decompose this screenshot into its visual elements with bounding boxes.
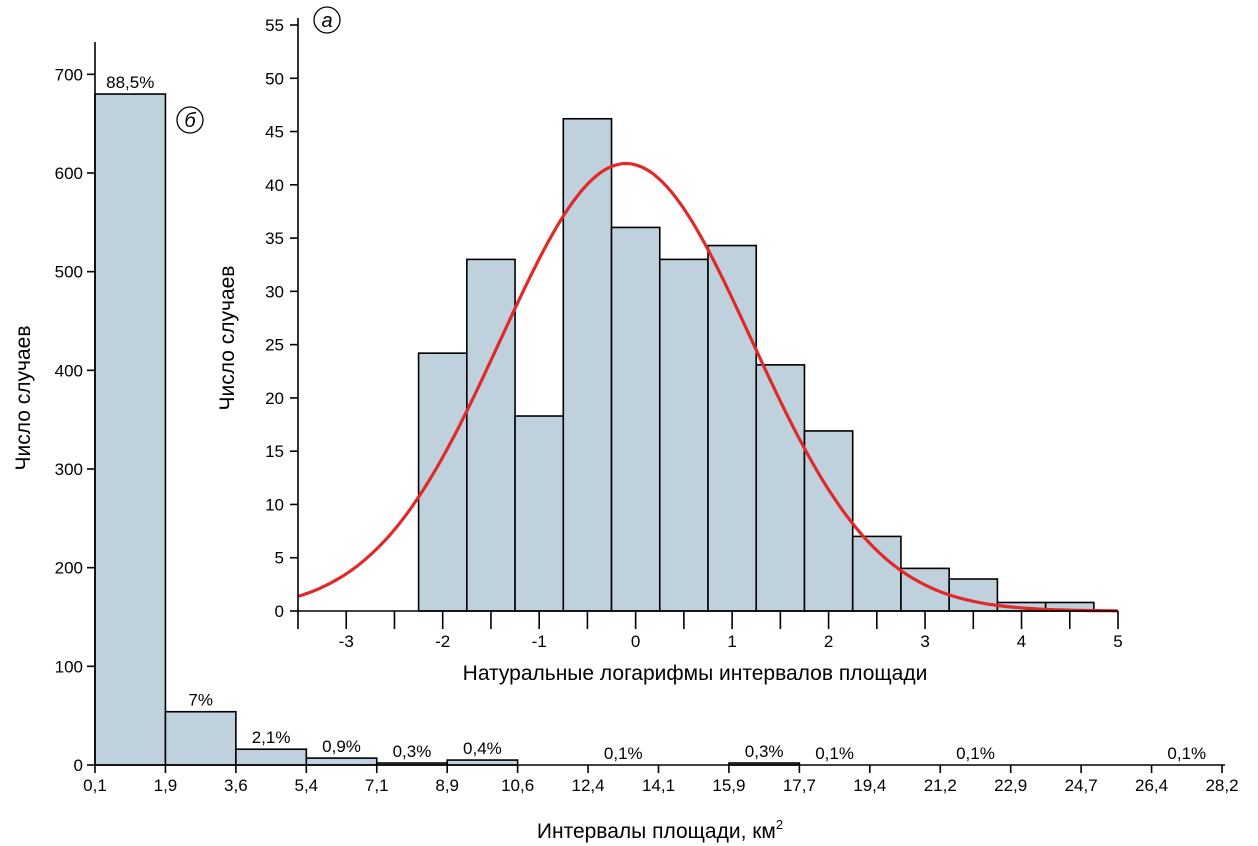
panel-b-x-tick-label: 28,2: [1205, 776, 1238, 795]
panel-a-bar: [514, 415, 565, 612]
panel-a-x-tick-label: 5: [1113, 632, 1122, 651]
panel-a-normal-fit-curve: [297, 161, 1118, 613]
panel-b-x-ticks: 0,1 1,9 3,6 5,4 7,1 8,9 10,6 12,4 14,1 15,9 17,7 19…: [83, 765, 1239, 795]
panel-b-bar-label: 2,1%: [252, 728, 291, 747]
panel-b-label-circle: [176, 106, 204, 134]
panel-a-panel-label: а: [321, 10, 332, 32]
panel-a-y-tick-label: 20: [265, 389, 284, 408]
panel-a-bar: [803, 430, 854, 612]
panel-a-bars: [417, 117, 1095, 612]
panel-b-x-tick-label: 0,1: [83, 776, 107, 795]
panel-b-x-tick-label: 19,4: [853, 776, 886, 795]
panel-b-bar-label: 0,4%: [463, 739, 502, 758]
panel-b-y-tick-label: 0: [74, 756, 83, 775]
panel-b-panel-label: б: [184, 110, 196, 132]
panel-b-x-tick-label: 24,7: [1065, 776, 1098, 795]
panel-b-y-tick-label: 200: [55, 559, 83, 578]
panel-b-x-tick-label: 17,7: [783, 776, 816, 795]
panel-a-y-tick-label: 5: [275, 549, 284, 568]
panel-a-x-tick-label: 3: [920, 632, 929, 651]
panel-b-x-tick-label: 12,4: [572, 776, 605, 795]
panel-b-y-tick-label: 300: [55, 460, 83, 479]
panel-a-y-tick-label: 10: [265, 495, 284, 514]
panel-a-x-tick-label: 2: [824, 632, 833, 651]
panel-b-bar-label: 0,9%: [322, 737, 361, 756]
panel-a-label-circle: [313, 6, 341, 34]
panel-a-y-tick-label: 50: [265, 69, 284, 88]
panel-a-bar: [707, 244, 758, 612]
panel-b-y-ticks: 0 100 200 300 400 500 600 700: [55, 65, 95, 775]
panel-b-bar-label: 0,1%: [956, 744, 995, 763]
panel-b-bar: [94, 93, 167, 766]
panel-a-x-tick-label: -1: [532, 632, 547, 651]
panel-a-bar: [562, 117, 613, 612]
panel-b: 88,5% 7% 2,1% 0,9% 0,3% 0,4% 0,1% 0,3% 0,1% 0,1% 0…: [12, 42, 1239, 843]
panel-a-x-axis-label: Натуральные логарифмы интервалов площади: [463, 662, 928, 685]
panel-a-bar: [851, 535, 902, 612]
panel-b-bar-label: 0,1%: [604, 744, 643, 763]
panel-b-bar-label: 7%: [188, 691, 213, 710]
panel-b-bar-label: 0,3%: [745, 742, 784, 761]
panel-b-bar-label: 0,1%: [1167, 744, 1206, 763]
panel-b-y-axis-label: Число случаев: [12, 326, 35, 471]
panel-b-y-tick-label: 400: [55, 361, 83, 380]
panel-a-x-ticks: -3 -2 -1 0 1 2 3 4 5: [297, 611, 1123, 651]
panel-a-y-axis-label: Число случаев: [216, 266, 239, 411]
panel-b-y-tick-label: 700: [55, 65, 83, 84]
panel-b-y-tick-label: 600: [55, 164, 83, 183]
panel-b-x-tick-label: 22,9: [994, 776, 1027, 795]
panel-a-y-tick-label: 45: [265, 123, 284, 142]
panel-b-y-tick-label: 100: [55, 657, 83, 676]
panel-a-y-ticks: 0 5 10 15 20 25 30 35 40 45 50 55: [265, 16, 298, 621]
panel-a-bar: [658, 258, 709, 612]
panel-a-y-tick-label: 40: [265, 176, 284, 195]
panel-a-x-tick-label: 4: [1017, 632, 1026, 651]
panel-b-bar: [235, 748, 308, 766]
panel-b-bar: [164, 710, 237, 766]
panel-a-bar: [948, 578, 999, 612]
panel-b-x-tick-label: 10,6: [501, 776, 534, 795]
panel-b-x-tick-label: 1,9: [154, 776, 178, 795]
panel-b-y-tick-label: 500: [55, 263, 83, 282]
panel-b-x-tick-label: 8,9: [435, 776, 459, 795]
panel-b-x-tick-label: 7,1: [365, 776, 389, 795]
panel-a-bar: [466, 258, 516, 612]
panel-b-x-tick-label: 3,6: [224, 776, 248, 795]
panel-b-x-axis-label: Интервалы площади, км2: [537, 817, 783, 843]
panel-a-y-tick-label: 35: [265, 229, 284, 248]
panel-b-bar-label: 0,1%: [815, 744, 854, 763]
panel-b-bar-label: 88,5%: [106, 73, 154, 92]
panel-b-x-tick-label: 21,2: [924, 776, 957, 795]
panel-a-y-tick-label: 30: [265, 282, 284, 301]
panel-a-y-tick-label: 0: [275, 602, 284, 621]
panel-b-x-tick-label: 5,4: [294, 776, 318, 795]
panel-a-x-tick-label: -2: [435, 632, 450, 651]
panel-b-bar: [305, 757, 378, 766]
panel-a-bar: [417, 352, 468, 612]
panel-a-y-tick-label: 15: [265, 442, 284, 461]
panel-b-bar-label: 0,3%: [393, 742, 432, 761]
panel-b-x-tick-label: 14,1: [642, 776, 675, 795]
panel-a-bar: [610, 226, 661, 612]
panel-b-x-tick-label: 15,9: [712, 776, 745, 795]
panel-b-x-tick-label: 26,4: [1135, 776, 1168, 795]
panel-a-y-tick-label: 25: [265, 336, 284, 355]
panel-b-bars: [94, 93, 801, 766]
panel-a-x-tick-label: -3: [339, 632, 354, 651]
panel-a-x-tick-label: 0: [631, 632, 640, 651]
panel-a-y-tick-label: 55: [265, 16, 284, 35]
panel-a-x-tick-label: 1: [727, 632, 736, 651]
panel-b-bar-labels: 88,5% 7% 2,1% 0,9% 0,3% 0,4% 0,1% 0,3% 0,1% 0,1% 0…: [106, 73, 1206, 763]
